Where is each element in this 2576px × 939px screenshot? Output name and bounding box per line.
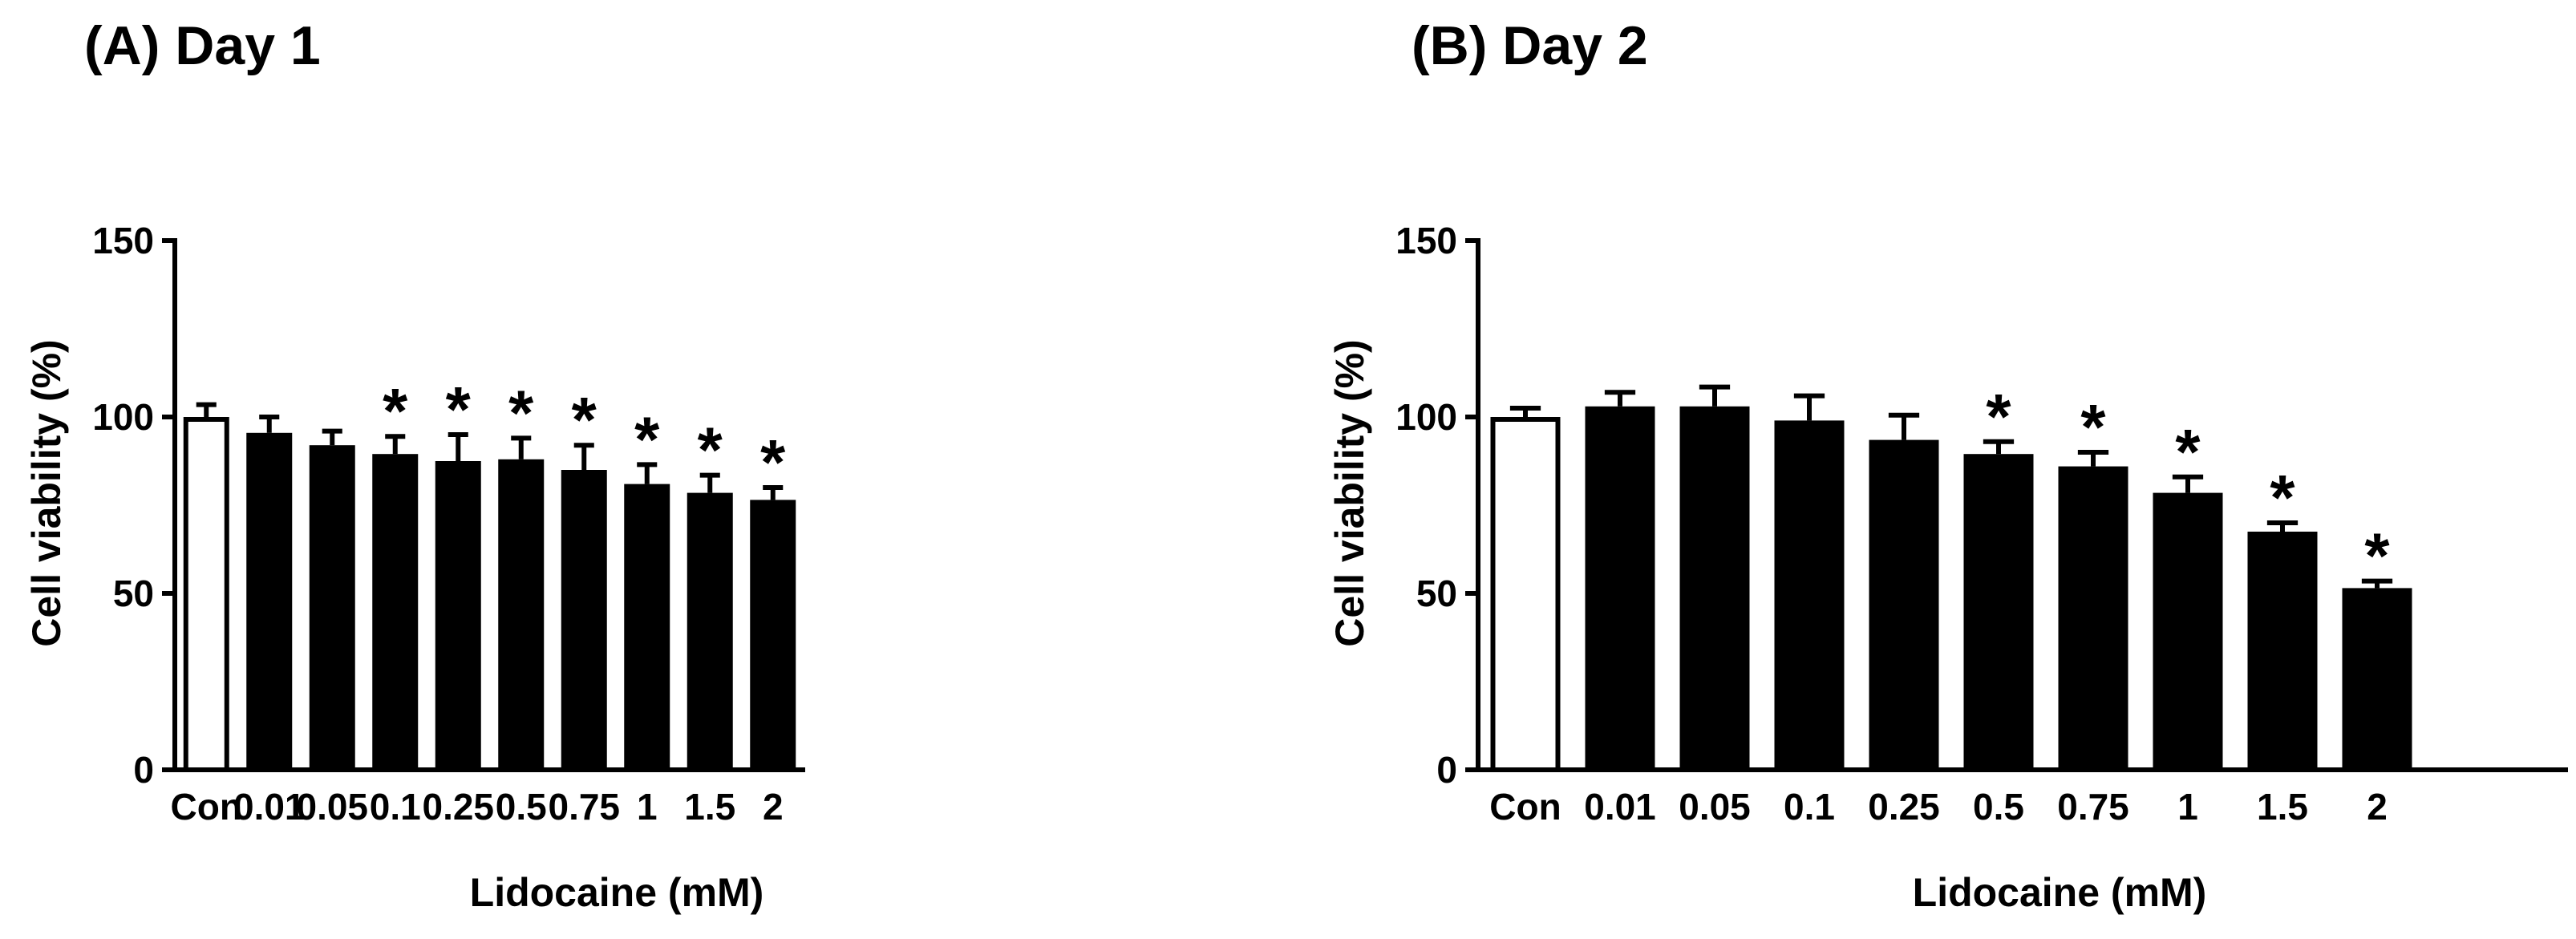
panel-b-day2: (B) Day 2 Lidocaine (mM) Cell viability … (1327, 15, 2568, 915)
bar (1490, 417, 1561, 772)
bar (2342, 588, 2412, 770)
y-tick-label: 150 (92, 220, 154, 261)
x-tick-label: 0.01 (1584, 786, 1656, 828)
x-tick-label: 2 (763, 786, 784, 828)
panel-title: (B) Day 2 (1412, 15, 1648, 76)
significance-marker: * (634, 403, 660, 475)
x-tick-label: 1 (2177, 786, 2198, 828)
x-tick-label: 0.25 (422, 786, 494, 828)
bar (750, 500, 796, 770)
x-tick-label: 0.5 (496, 786, 547, 828)
x-tick-label: 0.05 (1679, 786, 1751, 828)
x-tick-label: 0.01 (233, 786, 306, 828)
significance-marker: * (2270, 462, 2295, 533)
x-axis-label: Lidocaine (mM) (470, 870, 764, 915)
y-tick-label: 100 (92, 396, 154, 438)
bar (2247, 532, 2318, 770)
bar (561, 470, 607, 770)
bar (435, 461, 481, 770)
x-tick-label: Con (171, 786, 242, 828)
bar (1774, 420, 1845, 770)
significance-marker: * (2080, 391, 2106, 463)
bar (309, 445, 355, 770)
y-tick-label: 150 (1395, 220, 1457, 261)
bar (1585, 406, 1655, 770)
bar (498, 459, 545, 770)
x-tick-label: 1 (637, 786, 658, 828)
significance-marker: * (2364, 520, 2390, 592)
x-tick-label: 2 (2367, 786, 2388, 828)
x-axis-label: Lidocaine (mM) (1913, 870, 2207, 915)
bar (183, 417, 229, 772)
x-tick-label: 0.5 (1973, 786, 2024, 828)
x-tick-label: Con (1489, 786, 1561, 828)
significance-marker: * (572, 384, 597, 455)
significance-marker: * (2175, 416, 2201, 488)
x-tick-label: 0.05 (296, 786, 368, 828)
x-tick-label: 0.1 (1784, 786, 1835, 828)
significance-marker: * (383, 375, 408, 447)
y-tick-label: 0 (133, 749, 154, 791)
bar (246, 432, 293, 770)
y-tick-label: 50 (113, 573, 154, 614)
bar (624, 484, 670, 770)
bar (1963, 454, 2034, 770)
y-tick-label: 50 (1416, 573, 1457, 614)
x-tick-label: 0.1 (370, 786, 421, 828)
bar (2058, 466, 2128, 770)
x-tick-label: 0.75 (548, 786, 620, 828)
x-tick-label: 0.75 (2057, 786, 2129, 828)
y-tick-label: 0 (1436, 749, 1457, 791)
plot-area: 0 50 100 150 Con 0.01 0.05 0.1 0.25 0.5 * 0.75 * 1 * 1.… (1395, 220, 2568, 828)
bar (1869, 439, 1939, 770)
panel-a-day1: (A) Day 1 Lidocaine (mM) Cell viability … (24, 15, 805, 915)
y-axis-label: Cell viability (%) (24, 339, 69, 646)
significance-marker: * (508, 377, 534, 448)
significance-marker: * (698, 415, 723, 486)
y-axis-label: Cell viability (%) (1327, 339, 1372, 646)
panel-title: (A) Day 1 (84, 15, 321, 76)
bar (372, 454, 419, 770)
significance-marker: * (760, 427, 786, 498)
significance-marker: * (446, 374, 472, 445)
bar (2153, 492, 2223, 770)
y-tick-label: 100 (1395, 396, 1457, 438)
x-tick-label: 1.5 (2257, 786, 2308, 828)
x-tick-label: 1.5 (684, 786, 735, 828)
bar (1679, 406, 1750, 770)
bar (687, 492, 733, 770)
x-tick-label: 0.25 (1868, 786, 1940, 828)
significance-marker: * (1986, 381, 2011, 452)
